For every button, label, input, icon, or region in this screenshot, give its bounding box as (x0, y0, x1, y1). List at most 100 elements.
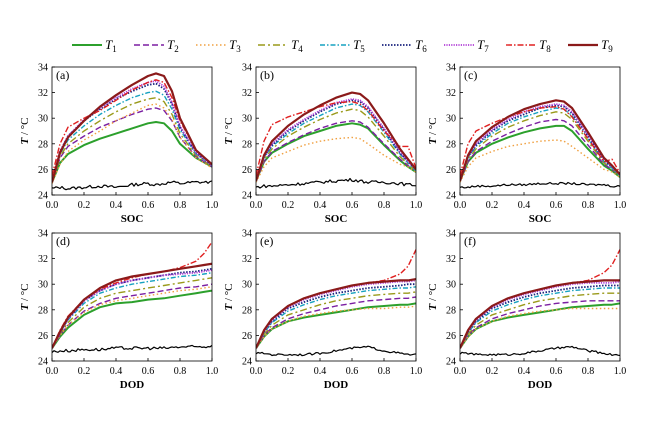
x-tick-label: 0.0 (46, 200, 59, 211)
y-tick-label: 34 (242, 63, 252, 74)
x-tick-label: 0.2 (282, 366, 295, 377)
y-tick-label: 34 (38, 229, 48, 240)
series-T7 (52, 80, 212, 183)
y-axis-label: T / °C (19, 283, 31, 310)
x-tick-label: 0.2 (486, 200, 499, 211)
series-T1 (52, 121, 212, 183)
chart-panel-f: 0.0 0.2 0.4 0.6 0.8 1.0 24 26 28 30 32 34 DOD T / °C (… (427, 229, 626, 392)
y-tick-label: 28 (242, 305, 252, 316)
y-tick-label: 30 (446, 114, 456, 125)
legend-label-2: T2 (167, 37, 179, 54)
series-T3 (256, 305, 416, 349)
x-axis-label: DOD (528, 379, 553, 391)
series-T4 (460, 292, 620, 349)
y-axis-label: T / °C (223, 117, 235, 144)
y-tick-label: 26 (446, 165, 456, 176)
x-tick-label: 0.4 (110, 366, 123, 377)
x-tick-label: 1.0 (614, 366, 627, 377)
x-tick-label: 0.8 (582, 366, 595, 377)
series-T1 (460, 302, 620, 349)
x-tick-label: 0.4 (110, 200, 123, 211)
y-tick-label: 30 (446, 280, 456, 291)
series-group (52, 72, 212, 191)
legend-label-8: T8 (539, 37, 551, 54)
series-T1 (256, 122, 416, 182)
y-tick-label: 32 (242, 88, 252, 99)
y-axis-label: T / °C (427, 117, 439, 144)
series-group (52, 241, 212, 354)
series-T2 (256, 120, 416, 182)
x-tick-label: 0.6 (142, 200, 155, 211)
y-tick-label: 32 (38, 88, 48, 99)
y-tick-label: 28 (446, 139, 456, 150)
series-T2 (52, 107, 212, 183)
panel-label: (a) (56, 68, 69, 82)
series-T7 (256, 279, 416, 349)
series-ambient (52, 344, 212, 354)
y-tick-label: 32 (446, 88, 456, 99)
series-T4 (256, 108, 416, 182)
plot-frame (459, 66, 621, 196)
series-T5 (460, 107, 620, 182)
series-group (460, 99, 620, 189)
panel-label: (b) (260, 68, 274, 82)
chart-panel-d: 0.0 0.2 0.4 0.6 0.8 1.0 24 26 28 30 32 34 DOD T / °C (… (19, 229, 218, 392)
x-axis-label: SOC (529, 213, 552, 225)
panel-label: (c) (464, 68, 477, 82)
x-axis-label: SOC (325, 213, 348, 225)
x-axis-label: DOD (324, 379, 349, 391)
series-T2 (460, 300, 620, 349)
chart-panel-a: 0.0 0.2 0.4 0.6 0.8 1.0 24 26 28 30 32 34 SOC T / °C (… (19, 63, 218, 226)
series-T9 (52, 262, 212, 349)
plot-frame (459, 232, 621, 362)
legend-label-1: T1 (105, 37, 117, 54)
y-tick-label: 26 (242, 331, 252, 342)
y-tick-label: 30 (38, 114, 48, 125)
series-T4 (52, 277, 212, 349)
series-T9 (256, 278, 416, 349)
series-T1 (52, 289, 212, 349)
x-tick-label: 0.6 (142, 366, 155, 377)
y-tick-label: 24 (242, 191, 252, 202)
x-tick-label: 0.8 (582, 200, 595, 211)
series-group (256, 91, 416, 189)
chart-panel-b: 0.0 0.2 0.4 0.6 0.8 1.0 24 26 28 30 32 34 SOC T / °C (… (223, 63, 422, 226)
series-T9 (460, 279, 620, 349)
x-tick-label: 0.0 (454, 366, 467, 377)
y-tick-label: 24 (446, 357, 456, 368)
y-axis-label: T / °C (19, 117, 31, 144)
series-T8 (460, 249, 620, 349)
series-T3 (460, 307, 620, 349)
legend-label-4: T4 (291, 37, 303, 54)
y-tick-label: 30 (242, 280, 252, 291)
x-tick-label: 1.0 (206, 366, 219, 377)
series-ambient (52, 180, 212, 191)
x-tick-label: 0.2 (78, 366, 91, 377)
y-tick-label: 34 (242, 229, 252, 240)
series-T8 (460, 106, 620, 176)
x-axis-label: SOC (121, 213, 144, 225)
x-tick-label: 0.0 (250, 200, 263, 211)
y-axis-label: T / °C (223, 283, 235, 310)
x-axis-label: DOD (120, 379, 145, 391)
x-tick-label: 0.2 (486, 366, 499, 377)
x-tick-label: 0.8 (174, 200, 187, 211)
series-ambient (460, 181, 620, 189)
series-T5 (460, 287, 620, 349)
y-tick-label: 26 (38, 331, 48, 342)
series-T9 (460, 99, 620, 182)
legend-label-5: T5 (353, 37, 365, 54)
x-tick-label: 1.0 (410, 200, 423, 211)
x-tick-label: 0.6 (346, 366, 359, 377)
series-group (460, 249, 620, 357)
series-T4 (256, 291, 416, 349)
legend: T1 T2 T3 T4 T5 T6 T7 T8 T9 (72, 37, 613, 54)
series-T7 (460, 280, 620, 349)
y-tick-label: 32 (446, 254, 456, 265)
series-T9 (256, 91, 416, 182)
chart-panel-e: 0.0 0.2 0.4 0.6 0.8 1.0 24 26 28 30 32 34 DOD T / °C (… (223, 229, 422, 392)
chart-panel-c: 0.0 0.2 0.4 0.6 0.8 1.0 24 26 28 30 32 34 SOC T / °C (… (427, 63, 626, 226)
series-T4 (52, 97, 212, 183)
x-tick-label: 0.4 (314, 200, 327, 211)
legend-label-6: T6 (415, 37, 427, 54)
